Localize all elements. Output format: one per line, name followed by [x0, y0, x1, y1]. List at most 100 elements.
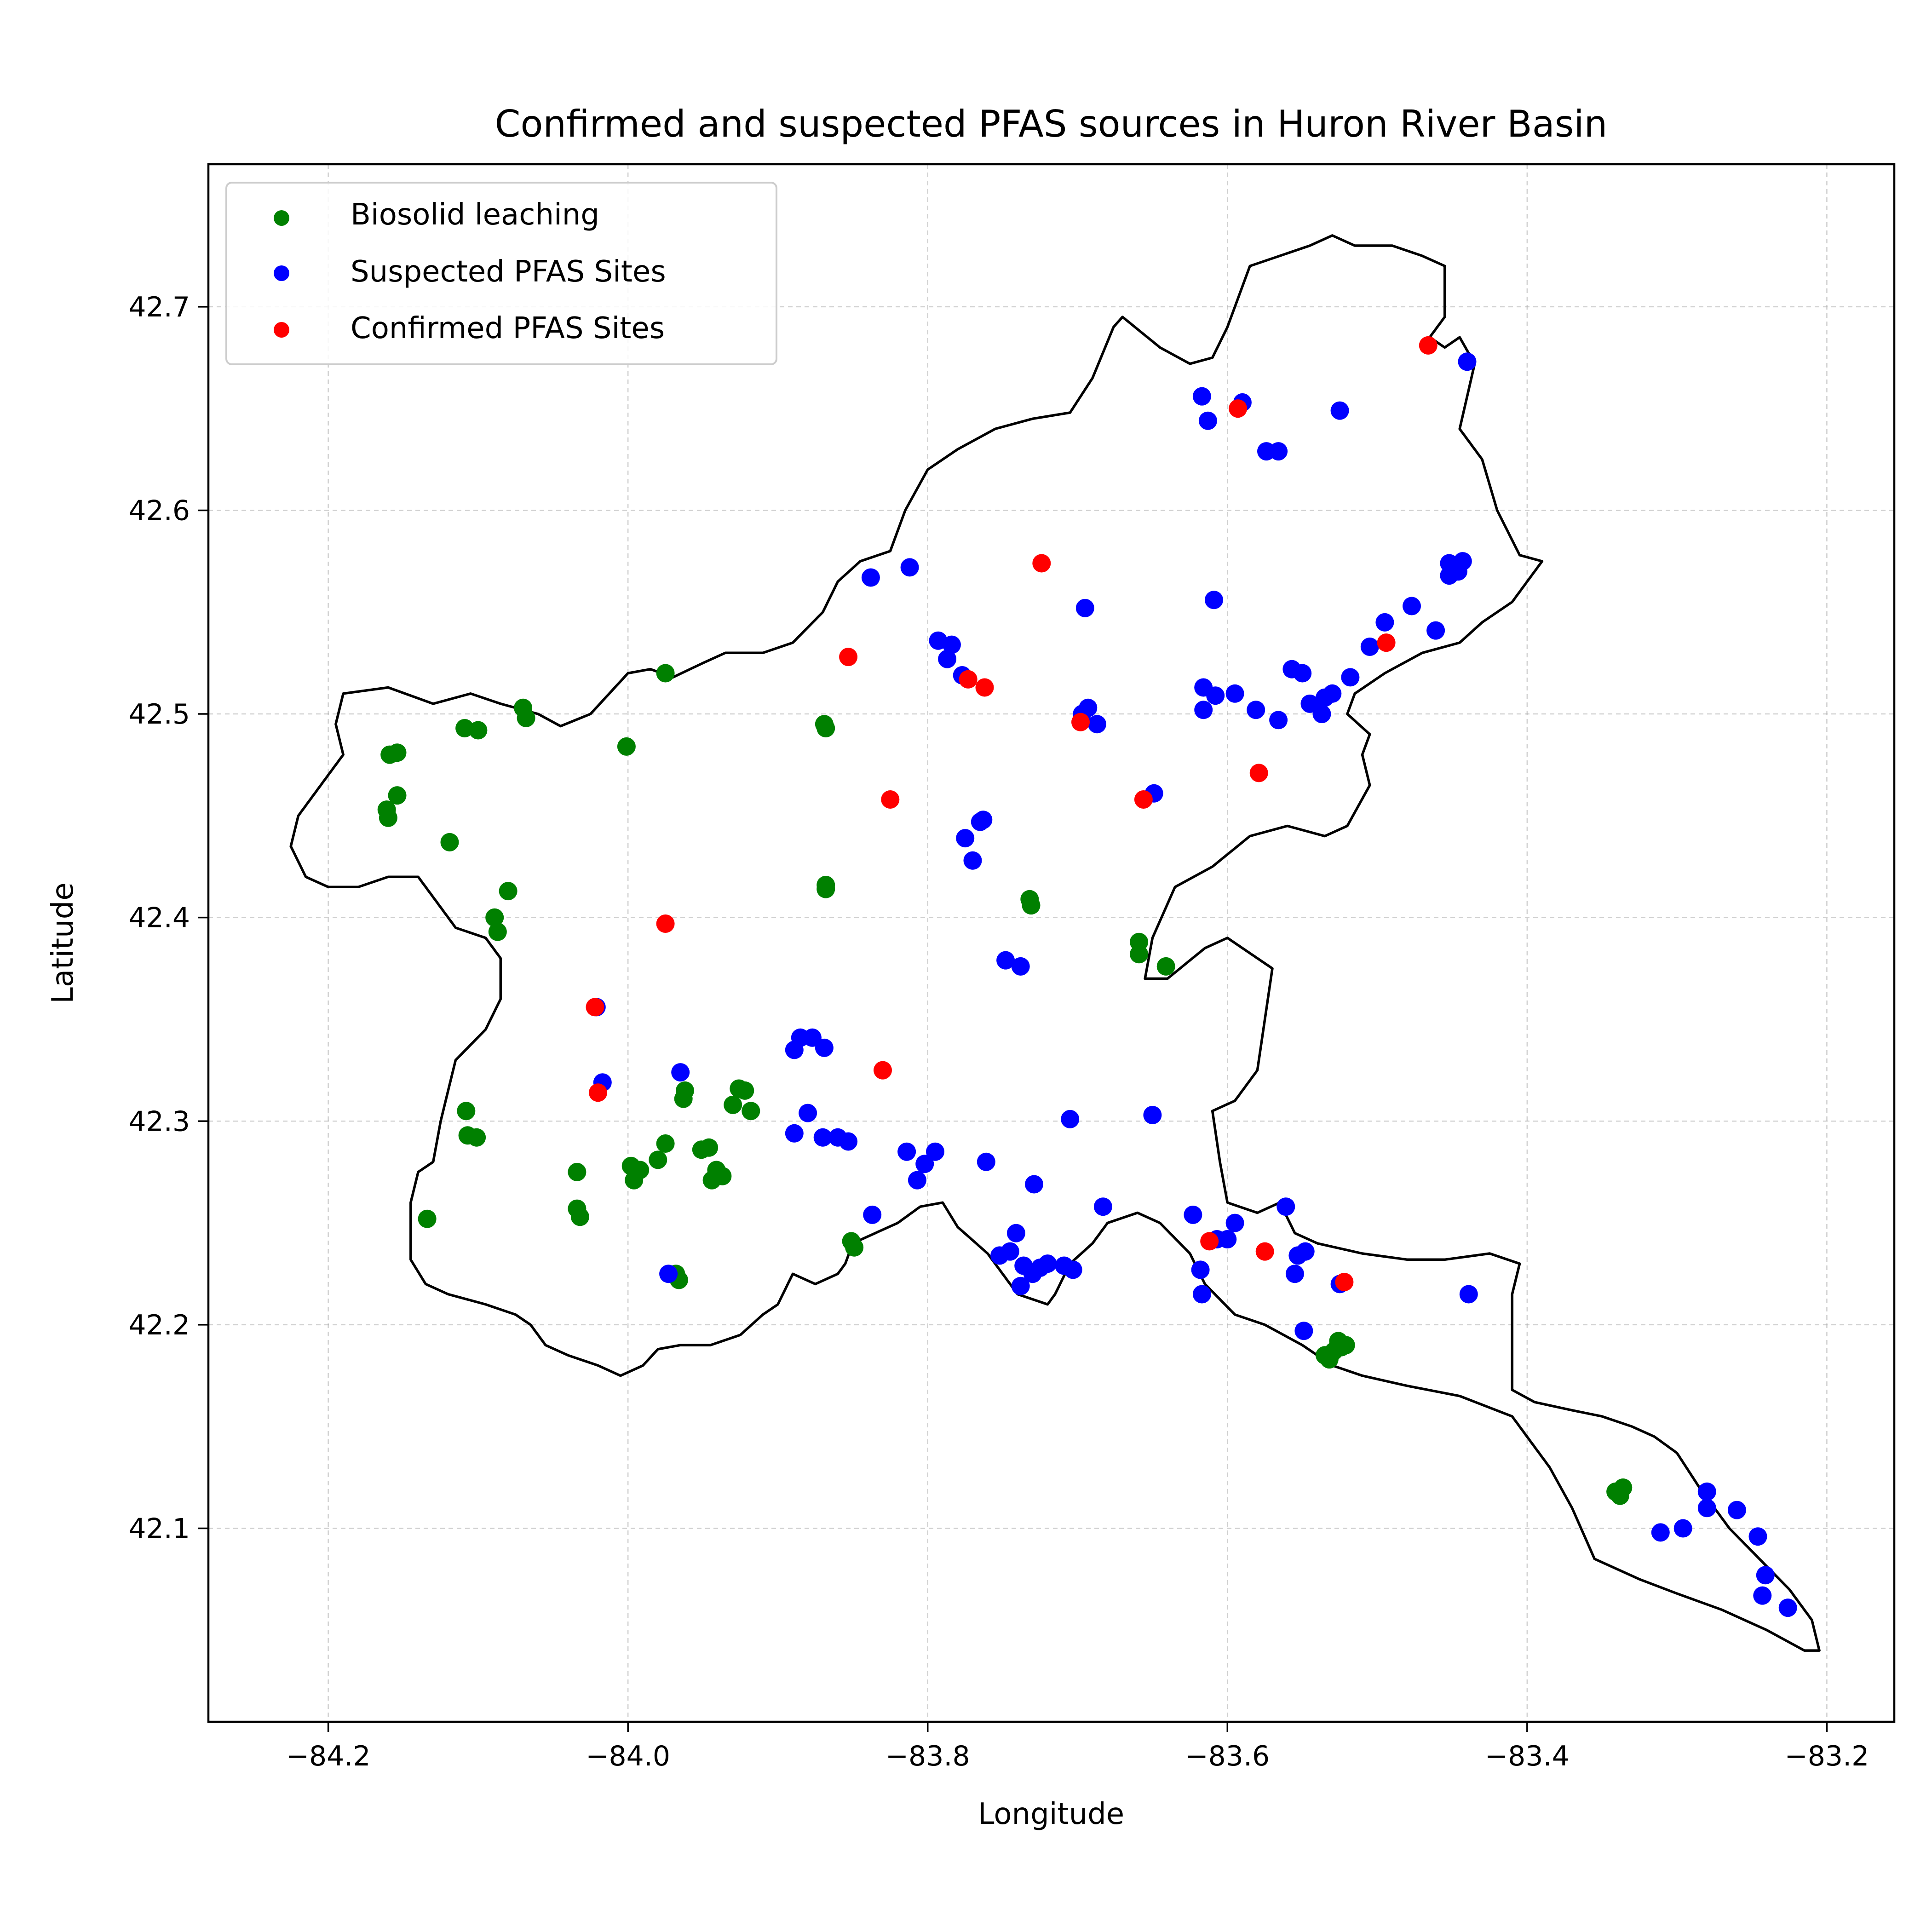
suspected-pfas-point	[839, 1132, 858, 1151]
biosolid-point	[631, 1161, 650, 1179]
y-tick-label: 42.5	[128, 698, 190, 730]
suspected-pfas-point	[974, 811, 993, 829]
confirmed-pfas-point	[1255, 1242, 1274, 1261]
biosolid-point	[656, 664, 675, 683]
biosolid-point	[1336, 1336, 1355, 1355]
suspected-pfas-point	[1440, 566, 1459, 585]
confirmed-pfas-point	[1071, 713, 1090, 731]
suspected-pfas-point	[956, 829, 975, 848]
biosolid-point	[713, 1167, 732, 1185]
biosolid-point	[674, 1089, 693, 1108]
suspected-pfas-point	[1192, 387, 1211, 406]
x-axis-ticks: −84.2 −84.0 −83.8 −83.6 −83.4 −83.2	[286, 1722, 1869, 1772]
suspected-pfas-point	[1697, 1482, 1716, 1501]
suspected-pfas-point	[1087, 715, 1106, 734]
suspected-pfas-point	[1403, 597, 1421, 615]
biosolid-point	[736, 1081, 754, 1100]
suspected-pfas-point	[1459, 1285, 1478, 1304]
suspected-pfas-point	[1294, 1322, 1313, 1340]
suspected-pfas-point	[1748, 1527, 1767, 1546]
suspected-pfas-point	[1727, 1501, 1746, 1519]
suspected-pfas-point	[1191, 1260, 1210, 1279]
confirmed-pfas-point	[1032, 554, 1051, 573]
suspected-pfas-point	[1198, 411, 1217, 430]
suspected-pfas-point	[863, 1205, 882, 1224]
suspected-pfas-point	[1276, 1197, 1295, 1216]
suspected-pfas-point	[1011, 1276, 1030, 1295]
legend-box	[225, 182, 777, 365]
suspected-pfas-point	[1285, 1265, 1304, 1283]
data-points	[377, 336, 1797, 1617]
suspected-pfas-point	[1011, 957, 1030, 976]
confirmed-pfas-point	[839, 648, 858, 667]
suspected-pfas-point	[1218, 1230, 1237, 1248]
biosolid-point	[845, 1238, 864, 1257]
biosolid-point	[485, 908, 504, 927]
biosolid-point	[488, 922, 507, 941]
biosolid-point	[816, 719, 835, 737]
x-tick-label: −83.8	[886, 1740, 970, 1772]
suspected-pfas-point	[1312, 705, 1331, 724]
suspected-pfas-point	[1778, 1598, 1797, 1617]
y-tick-label: 42.4	[128, 902, 190, 934]
confirmed-pfas-point	[586, 998, 604, 1017]
suspected-pfas-point	[1025, 1175, 1043, 1194]
suspected-pfas-point	[1247, 701, 1265, 719]
y-tick-label: 42.1	[128, 1513, 190, 1545]
biosolid-point	[499, 882, 518, 901]
suspected-pfas-point	[659, 1265, 678, 1283]
biosolid-point	[1130, 945, 1149, 964]
biosolid-point	[1156, 957, 1175, 976]
suspected-pfas-point	[1006, 1224, 1025, 1242]
legend-marker-biosolid	[274, 210, 289, 226]
suspected-pfas-point	[1269, 442, 1288, 461]
suspected-pfas-point	[1296, 1242, 1315, 1261]
confirmed-pfas-point	[1335, 1273, 1354, 1291]
y-tick-label: 42.7	[128, 291, 190, 323]
confirmed-pfas-point	[1249, 764, 1268, 782]
biosolid-point	[467, 1128, 486, 1147]
confirmed-pfas-point	[881, 790, 900, 809]
biosolid-point	[700, 1138, 719, 1157]
legend-label-suspected: Suspected PFAS Sites	[351, 255, 666, 289]
x-tick-label: −83.4	[1485, 1740, 1570, 1772]
legend-marker-suspected	[274, 265, 289, 281]
suspected-pfas-point	[1192, 1285, 1211, 1304]
y-axis-label: Latitude	[46, 882, 80, 1003]
biosolid-point	[379, 808, 397, 827]
suspected-pfas-point	[996, 951, 1015, 970]
biosolid-point	[724, 1095, 742, 1114]
confirmed-pfas-point	[874, 1061, 892, 1080]
confirmed-pfas-point	[1229, 399, 1248, 418]
legend-label-biosolid: Biosolid leaching	[351, 198, 599, 232]
suspected-pfas-point	[1300, 694, 1319, 713]
y-tick-label: 42.3	[128, 1105, 190, 1138]
suspected-pfas-point	[1673, 1519, 1692, 1538]
suspected-pfas-point	[938, 650, 957, 668]
biosolid-point	[455, 719, 474, 737]
suspected-pfas-point	[1038, 1254, 1057, 1273]
suspected-pfas-point	[1205, 591, 1223, 610]
biosolid-point	[418, 1209, 437, 1228]
x-tick-label: −84.2	[286, 1740, 371, 1772]
suspected-pfas-point	[785, 1124, 804, 1143]
legend-marker-confirmed	[274, 322, 289, 338]
suspected-pfas-point	[785, 1041, 804, 1059]
biosolid-point	[617, 737, 636, 756]
y-tick-label: 42.2	[128, 1309, 190, 1341]
biosolid-point	[517, 708, 535, 727]
biosolid-point	[656, 1134, 675, 1153]
plot-area-frame	[207, 163, 1896, 1723]
suspected-pfas-point	[963, 851, 982, 870]
suspected-pfas-point	[1753, 1586, 1772, 1605]
biosolid-point	[816, 880, 835, 898]
suspected-pfas-point	[1079, 698, 1098, 717]
suspected-pfas-point	[1093, 1197, 1112, 1216]
biosolid-point	[649, 1150, 667, 1169]
suspected-pfas-point	[1697, 1499, 1716, 1518]
confirmed-pfas-point	[1200, 1232, 1219, 1251]
suspected-pfas-point	[813, 1128, 832, 1147]
legend: Biosolid leaching Suspected PFAS Sites C…	[225, 182, 777, 365]
confirmed-pfas-point-group	[586, 336, 1438, 1291]
suspected-pfas-point	[926, 1142, 944, 1161]
